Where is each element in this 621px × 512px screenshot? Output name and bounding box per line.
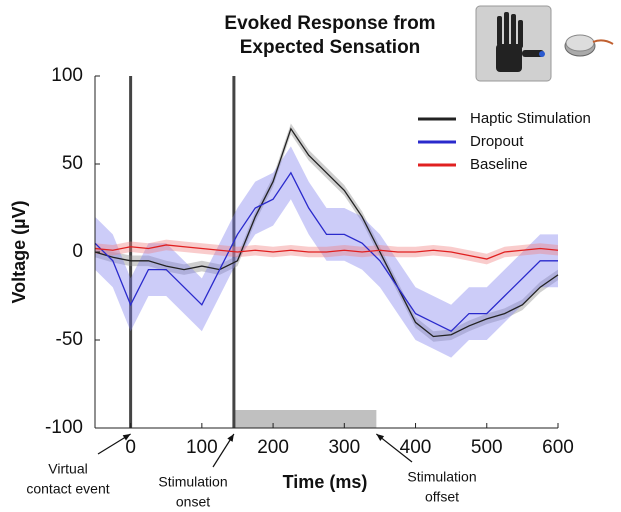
y-tick-label: 50	[62, 153, 83, 174]
annotation-text: onset	[176, 494, 210, 510]
annotation-text: Stimulation	[407, 469, 476, 485]
device-icon	[564, 34, 614, 57]
y-axis-label: Voltage (µV)	[9, 200, 29, 303]
arrow-head	[376, 434, 385, 442]
annotation-text: offset	[425, 489, 459, 505]
x-tick-label: 200	[257, 437, 289, 458]
y-tick-label: -50	[56, 329, 83, 350]
y-tick-label: 100	[51, 65, 83, 86]
x-tick-label: 300	[328, 437, 360, 458]
legend-label: Baseline	[470, 156, 528, 173]
arrow-head	[122, 434, 131, 441]
y-tick-label: -100	[45, 417, 83, 438]
legend-label: Dropout	[470, 133, 524, 150]
series-line	[94, 244, 559, 260]
series-line	[94, 171, 558, 332]
x-tick-label: 500	[471, 437, 503, 458]
legend-label: Haptic Stimulation	[470, 110, 591, 127]
y-tick-label: 0	[72, 241, 83, 262]
annotation-arrow	[375, 433, 413, 463]
x-tick-label: 400	[400, 437, 432, 458]
annotation-text: Stimulation	[158, 474, 227, 490]
arrow-head	[227, 434, 234, 442]
annotation-text: Virtual	[48, 461, 87, 477]
series-line	[94, 127, 559, 338]
chart-title: Evoked Response from	[224, 13, 435, 34]
x-tick-label: 600	[542, 437, 574, 458]
hand-icon	[496, 12, 545, 72]
x-tick-label: 100	[186, 437, 218, 458]
annotation-text: contact event	[26, 481, 109, 497]
stimulus-span	[233, 410, 377, 428]
x-tick-label: 0	[125, 437, 136, 458]
x-axis-label: Time (ms)	[283, 472, 368, 492]
chart-title: Expected Sensation	[240, 37, 421, 58]
